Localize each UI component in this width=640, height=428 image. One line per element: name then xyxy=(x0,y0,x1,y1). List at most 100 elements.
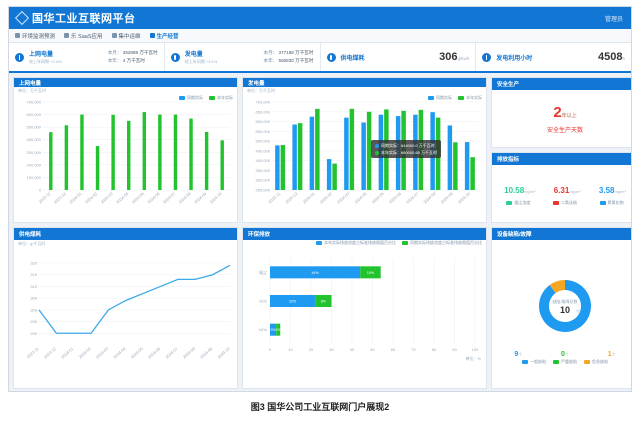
chart-generation-compare[interactable]: 同期实际 本年实际 250,000 300,000 350,000 400,000 45… xyxy=(243,94,486,222)
kpi-sub-label: 较上年同期 xyxy=(29,59,49,64)
kpi-card-utilization-hours[interactable]: 发电利用小时 4508h xyxy=(476,43,631,71)
nav-label: 集中运维 xyxy=(118,33,141,40)
svg-text:320: 320 xyxy=(30,261,37,266)
legend-label: 本年实际 xyxy=(217,95,233,100)
chart-coal-rate[interactable]: 320 315 310 305 300 295 290 2023-11 2023-12 2024-… xyxy=(14,247,237,388)
kpi-value-row: 本年： 560830 万千瓦时 xyxy=(263,58,314,63)
bolt-icon xyxy=(15,52,24,62)
nav-item-environment[interactable]: 环境监测预测 xyxy=(15,32,55,40)
svg-text:10: 10 xyxy=(560,305,570,315)
legend-item: 本年实际 xyxy=(209,95,233,101)
svg-text:310: 310 xyxy=(30,284,37,289)
svg-text:8%: 8% xyxy=(321,300,327,304)
svg-text:44%: 44% xyxy=(311,271,319,275)
svg-text:2024-03: 2024-03 xyxy=(95,346,110,360)
emission-value: 10.58mg/m³ xyxy=(504,185,536,195)
kpi-row-value: 560830 万千瓦时 xyxy=(278,58,314,63)
nav-item-production[interactable]: 生产经营 xyxy=(149,32,179,40)
chart-power-generation[interactable]: 同期实际 本年实际 0 100,000 200,000 300,000 400,000 5… xyxy=(14,94,237,222)
svg-text:2024-01: 2024-01 xyxy=(302,191,317,205)
svg-text:2024-03: 2024-03 xyxy=(336,191,351,205)
svg-text:700,000: 700,000 xyxy=(27,100,42,105)
nav-label: 环境监测预测 xyxy=(22,33,56,40)
chart-legend: 同期实际 本年实际 xyxy=(428,95,482,101)
svg-text:300,000: 300,000 xyxy=(27,150,42,155)
kpi-sub-label: 较上年同期 xyxy=(184,59,205,64)
svg-text:缺陷/故障总数: 缺陷/故障总数 xyxy=(552,298,577,304)
kpi-card-generation[interactable]: 发电量 较上年同期 +3.1% 本月： 377188 万千瓦时 本年： 5608… xyxy=(165,43,321,71)
kpi-row-value: 377188 万千瓦时 xyxy=(278,50,314,56)
svg-text:70: 70 xyxy=(411,347,416,352)
kpi-unit: h xyxy=(622,56,625,61)
main-nav: 环境监测预测 乐 SaaS应用 集中运维 生产经营 xyxy=(9,29,631,43)
kpi-title: 发电利用小时 xyxy=(496,55,533,62)
dashboard-app: 国华工业互联网平台 管理员 环境监测预测 乐 SaaS应用 集中运维 生产经营 … xyxy=(8,6,632,392)
kpi-big-value: 306g/kwh xyxy=(439,51,469,63)
grid-column-right: 安全生产 2年以上 安全生产天数 排放指标 10.58mg/m³ 6.31mg/… xyxy=(491,77,631,389)
app-title: 国华工业互联网平台 xyxy=(32,13,136,25)
emission-value: 3.58mg/m³ xyxy=(598,185,626,195)
svg-text:2024-09: 2024-09 xyxy=(199,346,214,360)
svg-text:2024-07: 2024-07 xyxy=(405,191,420,205)
svg-text:2024-02: 2024-02 xyxy=(319,191,334,205)
svg-text:SO2: SO2 xyxy=(259,299,268,304)
legend-item: 同期实际 xyxy=(179,95,203,101)
nav-item-saas[interactable]: 乐 SaaS应用 xyxy=(64,32,103,40)
svg-text:0: 0 xyxy=(269,347,272,352)
donut-value: 9个 xyxy=(514,350,523,358)
kpi-value-row: 本月： 352889 万千瓦时 xyxy=(107,50,158,56)
legend-label: 危急缺陷 xyxy=(592,358,608,364)
kpi-sub-value: +3.1% xyxy=(205,59,218,64)
svg-text:2023-12: 2023-12 xyxy=(43,346,58,360)
svg-text:305: 305 xyxy=(30,296,37,301)
legend-label: 同期实际排放浓度占标准排放限值百分比 xyxy=(410,240,482,245)
svg-text:90: 90 xyxy=(452,347,457,352)
svg-text:600,000: 600,000 xyxy=(27,112,42,117)
kpi-row-label: 本月 xyxy=(107,50,117,56)
svg-text:300,000: 300,000 xyxy=(256,178,271,183)
nav-label: 生产经营 xyxy=(156,33,179,40)
card-title: 发电量 xyxy=(243,78,486,87)
svg-text:100: 100 xyxy=(472,347,479,352)
gear-icon xyxy=(111,33,117,38)
donut-value: 1个 xyxy=(607,350,616,358)
svg-text:2024-05: 2024-05 xyxy=(131,191,146,205)
svg-text:2024-09: 2024-09 xyxy=(440,191,455,205)
kpi-card-grid-power[interactable]: 上网电量 较上年同期 +2.4% 本月： 352889 万千瓦时 本年： 4 万… xyxy=(9,43,165,71)
kpi-card-coal-consumption[interactable]: 供电煤耗 306g/kwh xyxy=(321,43,477,71)
card-title: 供电煤耗 xyxy=(14,228,237,240)
svg-text:30: 30 xyxy=(329,347,334,352)
donut-legend: 一般缺陷 严重缺陷 危急缺陷 xyxy=(522,359,608,365)
svg-text:20: 20 xyxy=(309,347,314,352)
svg-text:2024-08: 2024-08 xyxy=(422,191,437,205)
kpi-subtitle: 较上年同期 +3.1% xyxy=(185,59,218,65)
chart-legend: 同期实际 本年实际 xyxy=(179,95,233,101)
svg-text:2024-01: 2024-01 xyxy=(68,191,83,205)
kpi-value-row: 本月： 377188 万千瓦时 xyxy=(263,50,314,56)
chart-tooltip: 同期实际：644000.0 万千瓦时 本年实际：660000.65 万千瓦时 xyxy=(371,140,442,159)
svg-text:40: 40 xyxy=(350,347,355,352)
diamond-logo-icon xyxy=(14,10,30,26)
svg-text:50: 50 xyxy=(370,347,375,352)
chart-legend: 本年实际排放浓度占标准排放限值百分比 同期实际排放浓度占标准排放限值百分比 xyxy=(316,240,482,246)
svg-text:2024-04: 2024-04 xyxy=(115,191,130,205)
tooltip-row: 本年实际：660000.65 万千瓦时 xyxy=(375,149,437,156)
nav-item-operations[interactable]: 集中运维 xyxy=(111,32,141,40)
figure-caption: 图3 国华公司工业互联网门户展现2 xyxy=(250,402,390,412)
kpi-value-row: 本年： 4 万千瓦时 xyxy=(107,58,145,63)
kpi-row-label: 本年 xyxy=(107,58,117,63)
svg-text:2024-07: 2024-07 xyxy=(164,346,179,360)
user-menu[interactable]: 管理员 xyxy=(604,16,623,23)
svg-text:10%: 10% xyxy=(367,271,375,275)
svg-text:550,000: 550,000 xyxy=(256,129,271,134)
card-emission-bar: 环保排放 本年实际排放浓度占标准排放限值百分比 同期实际排放浓度占标准排放限值百… xyxy=(242,227,487,389)
card-note: 单位：g/千瓦时 xyxy=(18,241,46,246)
kpi-unit: g/kwh xyxy=(457,56,470,61)
donut-values: 9个 0个 1个 xyxy=(495,350,631,358)
chart-equipment-donut[interactable]: 缺陷/故障总数 10 个 9个 0个 1个 一般缺陷 严重缺陷 危急缺陷 xyxy=(492,240,631,388)
chart-emission-bar[interactable]: 本年实际排放浓度占标准排放限值百分比 同期实际排放浓度占标准排放限值百分比 0 1… xyxy=(243,240,486,388)
svg-text:2024-06: 2024-06 xyxy=(146,191,161,205)
kpi-big-number: 306 xyxy=(439,51,458,63)
kpi-big-number: 4508 xyxy=(598,51,623,63)
grid-column-left: 上网电量 单位：万千瓦时 同期实际 本年实际 0 100,000 200,000 30… xyxy=(13,77,238,389)
